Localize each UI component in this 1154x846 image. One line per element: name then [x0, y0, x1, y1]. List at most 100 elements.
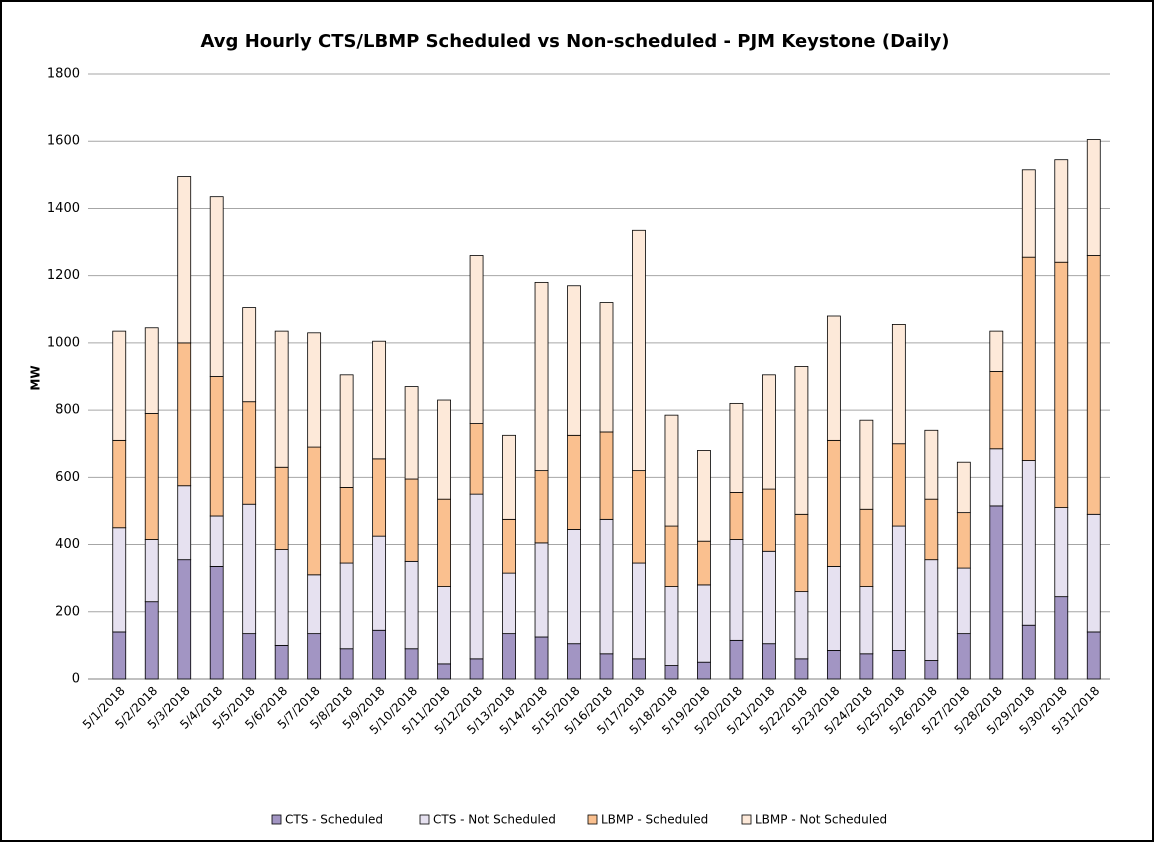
bar-segment: [924, 660, 939, 680]
bar-segment: [307, 633, 322, 680]
bar-segment: [826, 566, 841, 651]
bar-segment: [924, 429, 939, 500]
bar-segment: [762, 374, 776, 490]
bar-segment: [502, 633, 516, 680]
bar-segment: [502, 572, 516, 635]
bar-segment: [794, 366, 809, 515]
bar-segment: [599, 431, 614, 520]
bar-segment: [632, 562, 646, 660]
y-tick-label: 1800: [47, 67, 80, 82]
bar-segment: [1054, 596, 1069, 680]
bar-segment: [956, 567, 971, 635]
bar-segment: [729, 539, 744, 641]
bar-segment: [599, 518, 614, 655]
bar-segment: [826, 650, 841, 680]
bar-segment: [469, 423, 484, 495]
bar-segment: [794, 591, 809, 660]
bar-segment: [144, 413, 159, 540]
bar-segment: [112, 631, 127, 680]
bar-segment: [1021, 460, 1036, 626]
bar-segment: [762, 550, 776, 645]
bar-segment: [177, 485, 192, 561]
bar-segment: [112, 330, 127, 441]
bar-segment: [567, 434, 581, 530]
bar-segment: [469, 255, 484, 424]
chart-title: Avg Hourly CTS/LBMP Scheduled vs Non-sch…: [201, 31, 950, 52]
bar-segment: [859, 653, 874, 680]
bar-segment: [437, 399, 451, 500]
y-tick-label: 1200: [47, 268, 80, 283]
y-tick-label: 1000: [47, 335, 80, 350]
bar-segment: [1021, 256, 1036, 461]
legend-label: CTS - Scheduled: [285, 813, 383, 827]
bar-segment: [372, 535, 387, 631]
bar-segment: [242, 503, 257, 635]
y-tick-label: 200: [55, 604, 80, 619]
bar-segment: [632, 229, 646, 472]
bar-segment: [534, 636, 549, 680]
bar-segment: [697, 661, 711, 680]
bar-segment: [632, 470, 646, 564]
bar-segment: [372, 458, 387, 537]
bar-segment: [372, 629, 387, 680]
bar-segment: [534, 281, 549, 472]
bar-segment: [859, 419, 874, 510]
legend-label: LBMP - Not Scheduled: [755, 813, 887, 827]
bar-segment: [339, 562, 354, 650]
bar-segment: [177, 176, 192, 344]
bar-segment: [274, 549, 289, 646]
y-tick-label: 400: [55, 537, 80, 552]
bar-segment: [697, 584, 711, 663]
bar-segment: [1086, 513, 1101, 633]
bar-segment: [1054, 507, 1069, 598]
bar-segment: [924, 498, 939, 561]
bar-segment: [989, 371, 1004, 450]
bar-segment: [697, 450, 711, 542]
bar-segment: [891, 525, 906, 651]
bar-segment: [274, 330, 289, 468]
bar-segment: [339, 487, 354, 564]
bar-segment: [144, 327, 159, 414]
legend-swatch: [741, 814, 752, 825]
bar-segment: [826, 439, 841, 567]
bar-segment: [989, 505, 1004, 680]
bar-segment: [177, 559, 192, 680]
bar-segment: [729, 492, 744, 540]
bar-segment: [242, 307, 257, 403]
bar-segment: [859, 586, 874, 655]
bar-segment: [891, 443, 906, 527]
bar-segment: [1021, 624, 1036, 680]
legend-label: CTS - Not Scheduled: [433, 813, 556, 827]
bar-segment: [112, 439, 127, 529]
bar-segment: [794, 658, 809, 680]
bar-segment: [956, 512, 971, 569]
bar-segment: [209, 196, 224, 377]
bar-segment: [209, 566, 224, 680]
bar-segment: [242, 401, 257, 505]
bar-segment: [664, 525, 679, 587]
bar-segment: [307, 446, 322, 576]
bar-segment: [534, 470, 549, 544]
bar-segment: [502, 518, 516, 574]
bar-segment: [567, 285, 581, 436]
legend-swatch: [271, 814, 282, 825]
bar-segment: [404, 560, 419, 650]
bar-segment: [339, 374, 354, 488]
bar-segment: [1021, 169, 1036, 258]
bar-segment: [664, 586, 679, 666]
bar-segment: [989, 448, 1004, 507]
bar-segment: [729, 402, 744, 493]
bar-segment: [242, 633, 257, 680]
y-tick-label: 1400: [47, 201, 80, 216]
bar-segment: [404, 648, 419, 680]
y-tick-label: 800: [55, 403, 80, 418]
bar-segment: [274, 644, 289, 680]
bar-segment: [404, 478, 419, 562]
bar-segment: [1086, 631, 1101, 680]
bar-segment: [794, 513, 809, 593]
bar-segment: [859, 508, 874, 587]
bar-segment: [729, 639, 744, 680]
bar-segment: [437, 663, 451, 680]
y-tick-label: 1600: [47, 134, 80, 149]
bar-segment: [534, 542, 549, 638]
